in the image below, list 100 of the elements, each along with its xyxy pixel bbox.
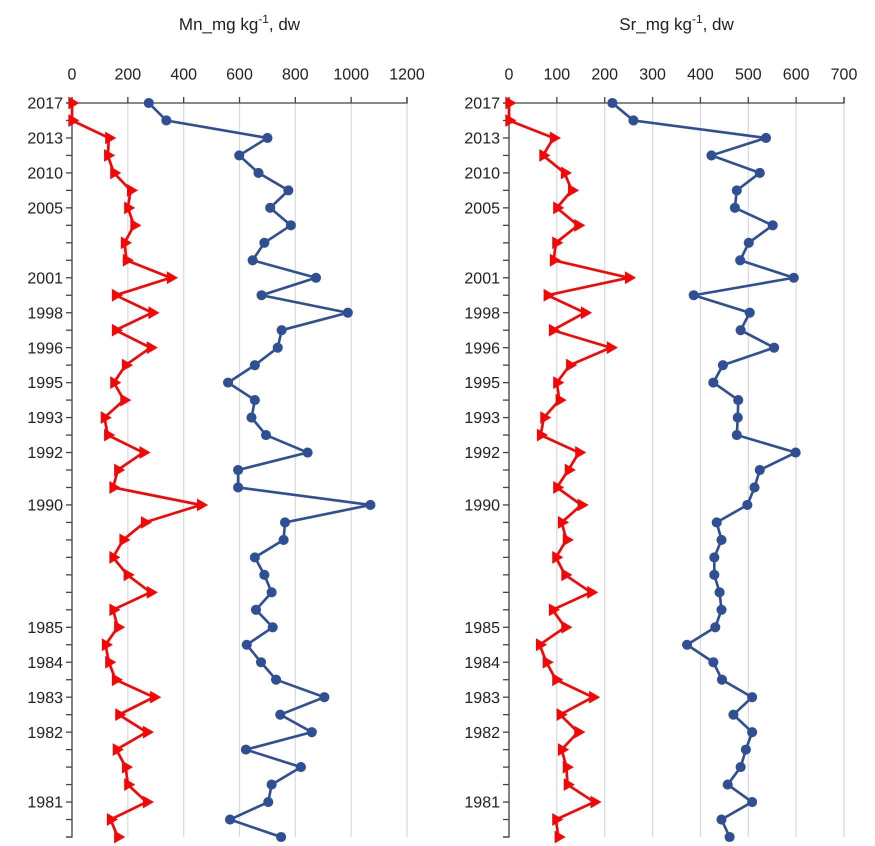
point xyxy=(146,586,158,599)
point xyxy=(556,394,567,406)
point xyxy=(110,376,122,389)
point xyxy=(552,673,564,686)
x-tick-label: 200 xyxy=(591,66,618,84)
y-tick-label: 2005 xyxy=(27,200,64,218)
point xyxy=(319,692,330,702)
point xyxy=(271,674,282,685)
point xyxy=(760,132,772,143)
point xyxy=(68,96,80,110)
point xyxy=(736,762,746,772)
point xyxy=(130,218,142,232)
x-tick-label: 400 xyxy=(170,66,198,84)
y-tick-label: 1998 xyxy=(27,305,64,322)
point xyxy=(259,238,270,248)
point xyxy=(276,325,287,336)
x-tick-label: 600 xyxy=(226,66,253,84)
point xyxy=(161,115,172,126)
x-axis-title: Sr_mg kg$^{-1}$, dw xyxy=(619,12,734,34)
point xyxy=(708,657,718,668)
point xyxy=(250,552,260,562)
point xyxy=(732,430,742,440)
point xyxy=(682,640,692,650)
point xyxy=(536,428,548,442)
x-tick-label: 1000 xyxy=(333,66,370,84)
point xyxy=(568,184,580,197)
y-tick-label: 1983 xyxy=(27,690,64,707)
point xyxy=(278,534,289,545)
y-tick-label: 1982 xyxy=(464,724,500,742)
y-tick-label: 1990 xyxy=(27,498,64,515)
point xyxy=(306,727,317,738)
point xyxy=(709,570,720,580)
y-tick-label: 1998 xyxy=(464,305,500,322)
point xyxy=(166,271,178,284)
x-tick-label: 500 xyxy=(734,66,762,84)
point xyxy=(100,411,112,424)
point xyxy=(283,185,294,196)
point xyxy=(722,780,733,790)
point xyxy=(310,272,322,283)
point xyxy=(365,500,376,510)
point xyxy=(544,288,555,302)
x-tick-label: 1200 xyxy=(389,66,425,84)
y-tick-label: 1983 xyxy=(464,690,500,707)
point xyxy=(68,114,80,127)
point xyxy=(733,395,744,406)
point xyxy=(550,132,561,144)
y-tick-label: 2010 xyxy=(464,166,500,183)
point xyxy=(112,673,123,686)
point xyxy=(234,150,244,160)
point xyxy=(115,708,126,722)
point xyxy=(552,236,564,250)
point xyxy=(556,708,568,722)
point xyxy=(730,202,740,213)
point xyxy=(256,290,267,300)
point xyxy=(114,464,126,476)
y-tick-label: 1982 xyxy=(27,724,64,742)
point xyxy=(250,604,262,615)
point xyxy=(558,516,569,529)
point xyxy=(122,254,134,267)
x-axis-title: Mn_mg kg$^{-1}$, dw xyxy=(178,12,301,34)
point xyxy=(558,743,569,756)
point xyxy=(736,325,746,336)
point xyxy=(122,760,133,774)
point xyxy=(122,358,133,372)
point xyxy=(564,464,576,476)
point xyxy=(747,692,758,702)
point xyxy=(714,587,725,598)
point xyxy=(552,813,564,826)
point xyxy=(224,814,236,825)
point xyxy=(140,516,152,529)
point xyxy=(272,342,283,353)
point xyxy=(561,568,572,582)
point xyxy=(250,360,260,370)
point xyxy=(790,447,801,458)
point xyxy=(724,832,735,842)
point xyxy=(148,306,160,320)
point xyxy=(628,115,638,126)
y-tick-label: 1992 xyxy=(464,445,500,462)
point xyxy=(144,98,154,108)
point xyxy=(553,202,564,214)
point xyxy=(580,306,592,320)
y-tick-label: 1985 xyxy=(464,620,500,637)
point xyxy=(112,324,123,337)
point xyxy=(718,360,728,370)
point xyxy=(105,656,116,669)
point xyxy=(124,778,136,791)
point xyxy=(119,534,130,546)
point xyxy=(124,202,136,214)
point xyxy=(266,587,277,598)
point xyxy=(105,132,116,144)
y-tick-label: 2017 xyxy=(464,96,500,113)
point xyxy=(769,342,780,353)
point xyxy=(548,603,560,616)
point xyxy=(120,394,132,406)
point xyxy=(706,150,716,160)
x-tick-label: 400 xyxy=(687,66,714,84)
point xyxy=(716,604,727,615)
point xyxy=(754,168,765,178)
y-tick-label: 2013 xyxy=(464,130,500,148)
point xyxy=(109,481,120,494)
